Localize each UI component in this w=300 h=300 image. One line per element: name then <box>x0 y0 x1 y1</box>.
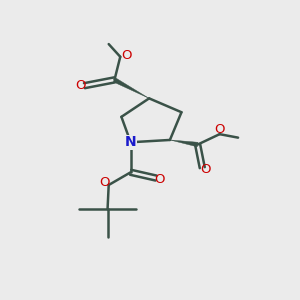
Polygon shape <box>170 140 198 147</box>
Text: O: O <box>99 176 109 189</box>
Text: O: O <box>121 49 131 62</box>
Polygon shape <box>113 78 149 98</box>
Text: N: N <box>125 135 136 149</box>
Text: O: O <box>76 79 86 92</box>
Text: O: O <box>214 123 225 136</box>
Text: O: O <box>154 173 165 186</box>
Text: O: O <box>200 164 211 176</box>
